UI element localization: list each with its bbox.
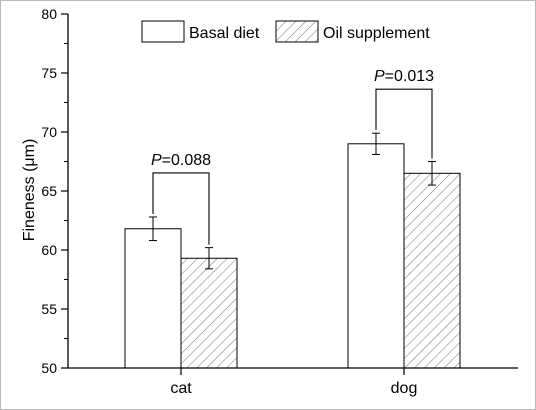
y-tick-label: 80: [41, 6, 57, 22]
y-ticks: 50 55 60 65 70 75 80: [41, 6, 68, 376]
bars-group: [124, 143, 461, 369]
x-ticks: cat dog: [170, 368, 417, 397]
bar-dog-basal-diet: [347, 143, 405, 369]
bar-cat-oil-supplement: [180, 257, 238, 369]
x-tick-label-dog: dog: [391, 380, 418, 397]
legend-swatch-basal-diet: [141, 20, 185, 43]
legend-label-basal-diet: Basal diet: [189, 25, 260, 42]
y-tick-label: 70: [41, 124, 57, 140]
significance-bracket-cat: [152, 172, 210, 245]
y-tick-label: 75: [41, 65, 57, 81]
legend: Basal diet Oil supplement: [141, 20, 430, 43]
y-tick-label: 55: [41, 301, 57, 317]
y-axis-label: Fineness (μm): [21, 139, 38, 242]
error-bars-group: [149, 132, 436, 270]
p-value-label-cat: P=0.088: [151, 152, 211, 169]
bar-cat-basal-diet: [124, 228, 182, 369]
x-tick-label-cat: cat: [170, 380, 192, 397]
significance-bracket-dog: [375, 88, 433, 159]
legend-label-oil-supplement: Oil supplement: [323, 25, 430, 42]
p-value: =0.013: [385, 68, 434, 85]
y-tick-label: 65: [41, 183, 57, 199]
p-value: =0.088: [162, 152, 211, 169]
y-tick-label: 50: [41, 360, 57, 376]
p-symbol: P: [151, 152, 162, 169]
p-value-label-dog: P=0.013: [374, 68, 434, 85]
p-symbol: P: [374, 68, 385, 85]
y-tick-label: 60: [41, 242, 57, 258]
bar-dog-oil-supplement: [403, 172, 461, 369]
legend-swatch-oil-supplement: [275, 20, 319, 43]
